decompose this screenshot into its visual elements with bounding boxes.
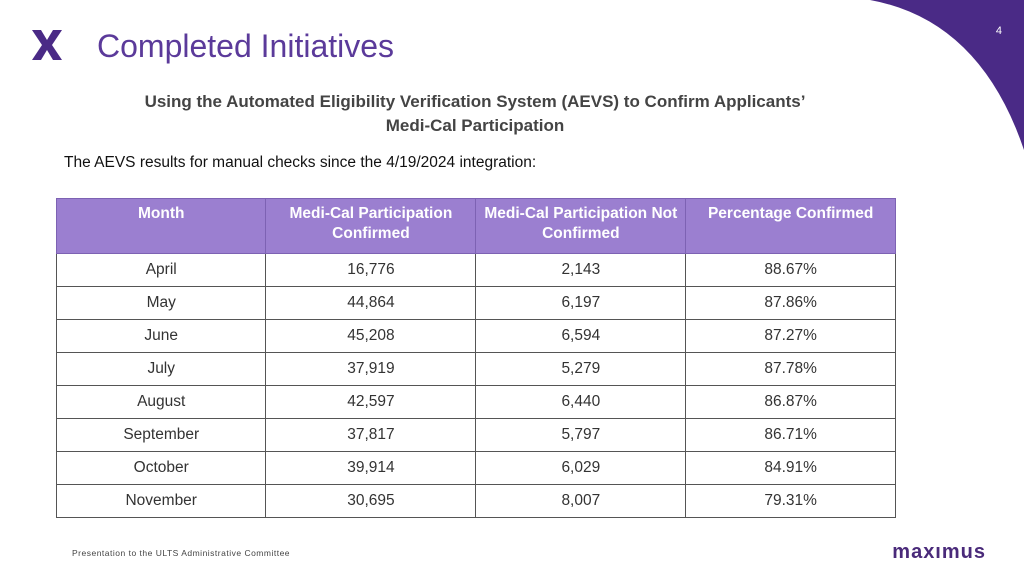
table-row: April 16,776 2,143 88.67% xyxy=(55,253,896,287)
cell-confirmed: 45,208 xyxy=(265,319,477,353)
cell-percentage: 86.87% xyxy=(685,385,896,419)
cell-month: September xyxy=(55,418,267,452)
cell-month: November xyxy=(55,484,267,518)
cell-percentage: 84.91% xyxy=(685,451,896,485)
cell-not-confirmed: 2,143 xyxy=(475,253,687,287)
table-row: September 37,817 5,797 86.71% xyxy=(55,418,896,452)
cell-month: July xyxy=(55,352,267,386)
cell-percentage: 79.31% xyxy=(685,484,896,518)
table-row: August 42,597 6,440 86.87% xyxy=(55,385,896,419)
maximus-x-logo-icon xyxy=(32,30,62,60)
subtitle-line-2: Medi-Cal Participation xyxy=(385,116,565,135)
table-row: November 30,695 8,007 79.31% xyxy=(55,484,896,518)
cell-not-confirmed: 5,279 xyxy=(475,352,687,386)
intro-text: The AEVS results for manual checks since… xyxy=(64,154,537,171)
results-table: Month Medi-Cal Participation Confirmed M… xyxy=(55,198,896,518)
cell-confirmed: 44,864 xyxy=(265,286,477,320)
cell-month: April xyxy=(55,253,267,287)
cell-confirmed: 39,914 xyxy=(265,451,477,485)
cell-percentage: 87.27% xyxy=(685,319,896,353)
cell-confirmed: 37,919 xyxy=(265,352,477,386)
cell-not-confirmed: 5,797 xyxy=(475,418,687,452)
cell-not-confirmed: 6,594 xyxy=(475,319,687,353)
header-confirmed: Medi-Cal Participation Confirmed xyxy=(265,198,477,254)
maximus-wordmark: maxımus xyxy=(892,541,986,563)
page-title: Completed Initiatives xyxy=(97,28,395,64)
header-not-confirmed: Medi-Cal Participation Not Confirmed xyxy=(475,198,687,254)
subtitle-line-1: Using the Automated Eligibility Verifica… xyxy=(144,92,806,111)
header-month: Month xyxy=(55,198,267,254)
table-header-row: Month Medi-Cal Participation Confirmed M… xyxy=(55,198,896,254)
cell-month: May xyxy=(55,286,267,320)
cell-percentage: 88.67% xyxy=(685,253,896,287)
cell-month: June xyxy=(55,319,267,353)
cell-confirmed: 37,817 xyxy=(265,418,477,452)
table-row: July 37,919 5,279 87.78% xyxy=(55,352,896,386)
cell-not-confirmed: 6,440 xyxy=(475,385,687,419)
cell-percentage: 87.86% xyxy=(685,286,896,320)
header-percentage: Percentage Confirmed xyxy=(685,198,896,254)
table-row: June 45,208 6,594 87.27% xyxy=(55,319,896,353)
cell-percentage: 87.78% xyxy=(685,352,896,386)
table-row: May 44,864 6,197 87.86% xyxy=(55,286,896,320)
cell-percentage: 86.71% xyxy=(685,418,896,452)
cell-not-confirmed: 6,197 xyxy=(475,286,687,320)
cell-month: October xyxy=(55,451,267,485)
subtitle: Using the Automated Eligibility Verifica… xyxy=(90,90,860,138)
page-number: 4 xyxy=(995,25,1002,37)
cell-confirmed: 30,695 xyxy=(265,484,477,518)
cell-month: August xyxy=(55,385,267,419)
cell-confirmed: 42,597 xyxy=(265,385,477,419)
cell-not-confirmed: 8,007 xyxy=(475,484,687,518)
table-row: October 39,914 6,029 84.91% xyxy=(55,451,896,485)
cell-confirmed: 16,776 xyxy=(265,253,477,287)
footer-text: Presentation to the ULTS Administrative … xyxy=(72,548,291,558)
cell-not-confirmed: 6,029 xyxy=(475,451,687,485)
